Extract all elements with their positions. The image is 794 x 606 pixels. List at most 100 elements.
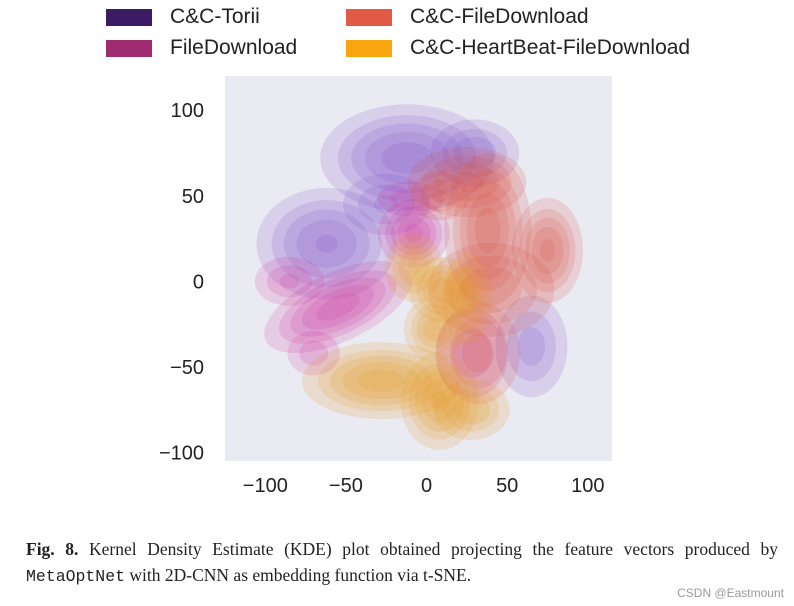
density-contour-filedownload-3-0 [377,181,444,217]
density-contour-filedownload-1-4 [404,224,424,243]
density-contour-c-c-heartbeat-filedownload-2-2 [416,310,453,349]
density-contour-c-c-filedownload-1-4 [539,238,556,263]
density-contour-c-c-heartbeat-filedownload-5-1 [444,387,500,432]
density-contour-c-c-filedownload-3-1 [445,255,537,324]
y-axis-ticks: 100 50 0 −50 −100 [159,100,204,464]
density-contour-c-c-heartbeat-filedownload-3-2 [422,270,463,309]
density-contour-filedownload-5-1 [451,328,493,378]
density-contour-c-c-filedownload-3-0 [427,242,555,337]
density-c-c-heartbeat-filedownload [301,233,510,450]
density-contour-filedownload-0-4 [315,293,360,321]
density-contour-filedownload-1-1 [385,206,443,261]
caption-method-name: MetaOptNet [26,567,126,586]
legend-item-filedownload: FileDownload [106,36,297,60]
legend-item-cc-heartbeat-filedownload: C&C-HeartBeat-FileDownload [346,36,690,60]
watermark: CSDN @Eastmount [677,586,784,600]
density-contour-filedownload-0-1 [279,270,397,344]
density-contour-c-c-torii-1-3 [296,219,357,268]
density-contour-c-c-heartbeat-filedownload-3-3 [430,277,456,302]
caption-text-part2: with 2D-CNN as embedding function via t-… [125,565,472,585]
density-contour-c-c-filedownload-2-1 [422,155,512,209]
density-contour-c-c-torii-1-2 [283,209,370,278]
density-contour-c-c-heartbeat-filedownload-0-0 [301,342,462,420]
density-contour-c-c-heartbeat-filedownload-5-2 [453,395,491,425]
legend-item-cc-filedownload: C&C-FileDownload [346,5,589,29]
density-contour-c-c-filedownload-4-0 [436,302,521,405]
density-contour-filedownload-0-3 [302,284,374,330]
density-contour-c-c-filedownload-1-1 [519,209,576,292]
density-contour-c-c-heartbeat-filedownload-0-1 [317,349,445,412]
density-contour-c-c-filedownload-5-0 [410,171,469,221]
density-contour-filedownload-1-0 [377,199,450,268]
density-contour-c-c-torii-1-1 [271,200,382,288]
density-contour-filedownload-1-2 [390,211,437,256]
density-contour-c-c-filedownload-0-2 [459,180,516,280]
legend-label-cc-torii: C&C-Torii [170,5,260,28]
density-contour-c-c-heartbeat-filedownload-2-0 [403,296,466,362]
x-tick-label: −50 [329,475,363,497]
density-contour-c-c-torii-4-1 [357,184,415,225]
density-contour-c-c-filedownload-2-2 [434,163,500,202]
density-contour-c-c-heartbeat-filedownload-1-1 [408,362,471,440]
density-contour-c-c-filedownload-4-1 [449,318,507,389]
x-tick-label: 100 [571,475,604,497]
figure-caption: Fig. 8. Kernel Density Estimate (KDE) pl… [26,536,778,590]
density-contour-c-c-filedownload-0-4 [474,207,501,253]
density-contour-c-c-heartbeat-filedownload-5-0 [433,379,510,440]
density-contour-c-c-filedownload-1-0 [512,197,583,304]
y-tick-label: −50 [170,357,204,379]
density-contour-c-c-torii-1-4 [315,234,338,253]
density-contour-c-c-torii-0-0 [320,104,495,212]
density-contour-c-c-torii-1-0 [256,187,397,300]
density-contour-c-c-filedownload-4-2 [462,333,495,373]
density-contour-c-c-torii-3-0 [495,295,568,398]
density-contour-c-c-torii-4-0 [342,173,430,235]
density-contour-c-c-torii-2-2 [453,136,497,170]
density-contour-filedownload-2-1 [266,265,313,298]
density-contour-c-c-filedownload-2-0 [407,147,527,218]
density-contour-c-c-filedownload-5-1 [420,179,459,212]
density-contour-c-c-heartbeat-filedownload-1-4 [430,390,449,412]
y-tick-label: 0 [193,271,204,293]
legend-label-filedownload: FileDownload [170,36,298,59]
density-contour-filedownload-0-0 [264,260,412,354]
legend-label-cc-filedownload: C&C-FileDownload [410,5,589,28]
density-contour-c-c-torii-0-1 [337,115,477,202]
density-contour-filedownload-0-2 [290,277,386,337]
density-contour-filedownload-1-3 [396,217,431,250]
y-tick-label: 100 [171,100,204,122]
density-contour-filedownload-2-2 [279,274,300,289]
x-axis-ticks: −100 −50 0 50 100 [243,475,605,497]
density-contour-c-c-heartbeat-filedownload-2-3 [423,317,446,342]
density-contour-c-c-heartbeat-filedownload-6-1 [449,266,485,331]
density-filedownload [254,181,509,398]
legend-swatch-cc-heartbeat-filedownload [346,39,392,57]
density-contour-c-c-filedownload-5-2 [431,188,448,203]
density-contour-c-c-heartbeat-filedownload-2-1 [411,304,459,355]
density-contour-c-c-heartbeat-filedownload-4-3 [407,260,420,275]
density-contour-c-c-filedownload-1-2 [525,217,570,284]
density-contour-filedownload-2-0 [254,256,325,306]
density-contour-filedownload-3-1 [389,188,431,211]
density-contour-c-c-heartbeat-filedownload-6-0 [442,252,492,345]
legend-swatch-cc-filedownload [346,8,392,26]
density-contour-c-c-heartbeat-filedownload-1-3 [421,379,458,424]
density-contour-c-c-heartbeat-filedownload-0-2 [330,355,433,406]
density-contour-c-c-torii-3-2 [517,327,546,366]
legend-item-cc-torii: C&C-Torii [106,5,260,29]
legend: C&C-Torii C&C-FileDownload FileDownload … [0,0,794,66]
density-c-c-filedownload [407,147,583,405]
plot-area [225,76,612,461]
density-contour-c-c-heartbeat-filedownload-1-2 [415,370,464,432]
density-contour-c-c-torii-2-1 [442,128,507,178]
density-contour-c-c-heartbeat-filedownload-4-1 [392,242,436,293]
density-contour-c-c-filedownload-0-1 [453,168,523,292]
legend-swatch-cc-torii [106,8,152,26]
density-contour-c-c-heartbeat-filedownload-6-2 [456,278,478,319]
caption-figure-label: Fig. 8. [26,539,79,559]
legend-label-cc-heartbeat-filedownload: C&C-HeartBeat-FileDownload [410,36,691,59]
legend-swatch-filedownload [106,39,152,57]
density-contour-c-c-heartbeat-filedownload-1-0 [400,352,479,450]
kde-plot: −100 −50 0 50 100 100 50 0 −50 −100 [159,76,612,497]
x-tick-label: 0 [421,475,432,497]
